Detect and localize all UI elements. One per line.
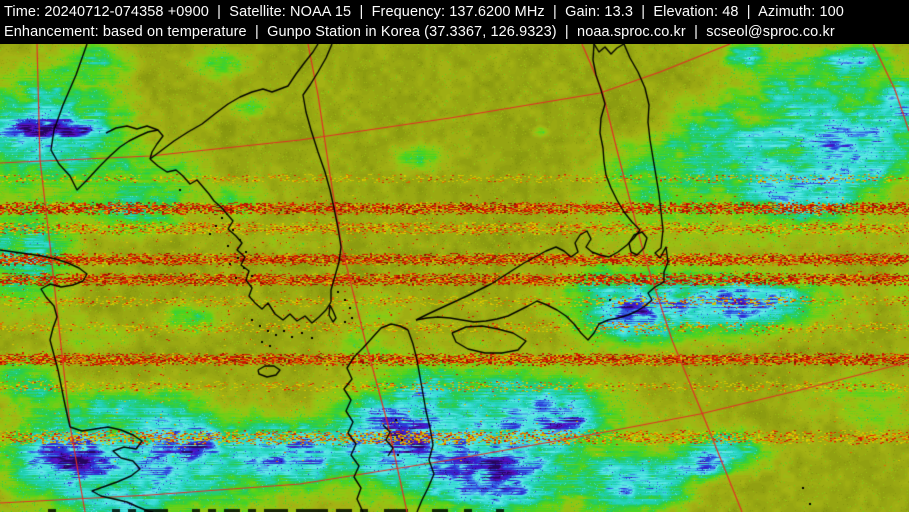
header-bar: Time: 20240712-074358 +0900 | Satellite:…: [0, 0, 909, 44]
satellite-image-canvas: [0, 44, 909, 512]
header-line-1: Time: 20240712-074358 +0900 | Satellite:…: [4, 4, 844, 20]
header-line-2: Enhancement: based on temperature | Gunp…: [4, 24, 835, 40]
